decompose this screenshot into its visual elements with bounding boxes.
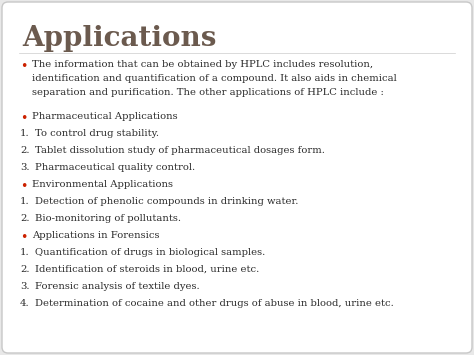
Text: Tablet dissolution study of pharmaceutical dosages form.: Tablet dissolution study of pharmaceutic… <box>35 146 325 155</box>
Text: 2.: 2. <box>20 265 29 274</box>
Text: 2.: 2. <box>20 146 29 155</box>
Text: To control drug stability.: To control drug stability. <box>35 129 159 138</box>
Text: Identification of steroids in blood, urine etc.: Identification of steroids in blood, uri… <box>35 265 259 274</box>
Text: Pharmaceutical quality control.: Pharmaceutical quality control. <box>35 163 195 172</box>
Text: 4.: 4. <box>20 299 29 308</box>
Text: 1.: 1. <box>20 197 29 206</box>
Text: identification and quantification of a compound. It also aids in chemical: identification and quantification of a c… <box>32 74 397 83</box>
Text: 1.: 1. <box>20 129 29 138</box>
Text: Bio-monitoring of pollutants.: Bio-monitoring of pollutants. <box>35 214 181 223</box>
Text: Applications in Forensics: Applications in Forensics <box>32 231 159 240</box>
Text: Applications: Applications <box>22 25 216 52</box>
Text: Quantification of drugs in biological samples.: Quantification of drugs in biological sa… <box>35 248 265 257</box>
Text: Determination of cocaine and other drugs of abuse in blood, urine etc.: Determination of cocaine and other drugs… <box>35 299 394 308</box>
Text: 1.: 1. <box>20 248 29 257</box>
Text: Environmental Applications: Environmental Applications <box>32 180 173 189</box>
Text: Detection of phenolic compounds in drinking water.: Detection of phenolic compounds in drink… <box>35 197 298 206</box>
Text: •: • <box>20 180 27 193</box>
Text: 3.: 3. <box>20 282 29 291</box>
Text: 2.: 2. <box>20 214 29 223</box>
Text: The information that can be obtained by HPLC includes resolution,: The information that can be obtained by … <box>32 60 373 69</box>
Text: •: • <box>20 231 27 244</box>
Text: •: • <box>20 60 27 73</box>
Text: •: • <box>20 112 27 125</box>
Text: Pharmaceutical Applications: Pharmaceutical Applications <box>32 112 178 121</box>
Text: Forensic analysis of textile dyes.: Forensic analysis of textile dyes. <box>35 282 200 291</box>
Text: 3.: 3. <box>20 163 29 172</box>
Text: separation and purification. The other applications of HPLC include :: separation and purification. The other a… <box>32 88 384 97</box>
